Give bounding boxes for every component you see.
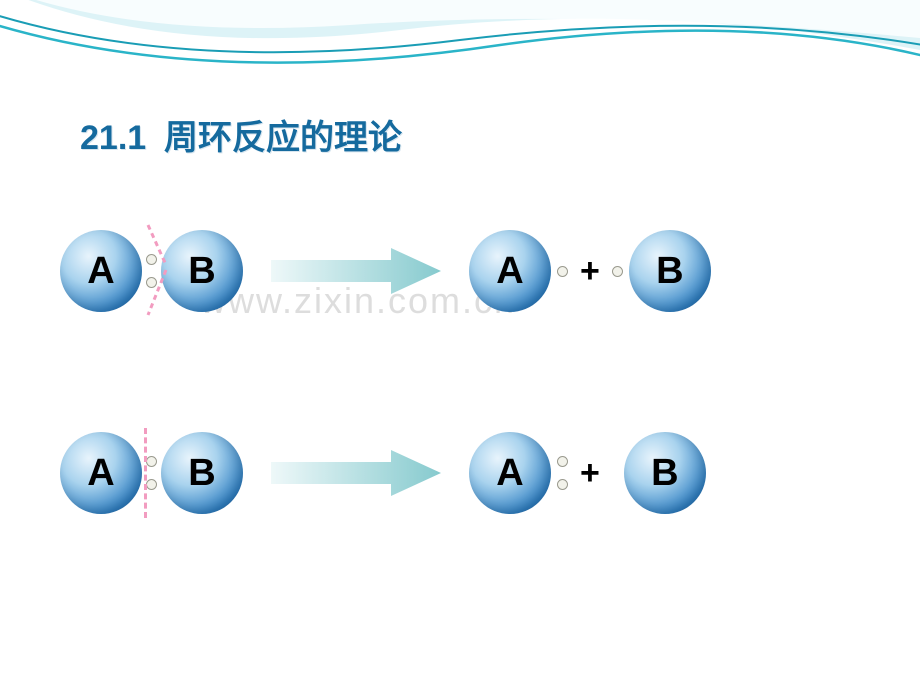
sphere-b: B — [629, 230, 711, 312]
sphere-label: A — [496, 452, 523, 495]
plus-sign: + — [580, 454, 600, 493]
electron-dot — [146, 456, 157, 467]
title-number: 21.1 — [80, 119, 146, 157]
reaction-arrow — [271, 450, 441, 496]
sphere-a: A — [469, 432, 551, 514]
sphere-b: B — [161, 230, 243, 312]
electron-dot — [557, 456, 568, 467]
diagram-area: A B A + B — [60, 230, 860, 634]
sphere-b: B — [624, 432, 706, 514]
sphere-label: B — [651, 452, 678, 495]
title-text: 周环反应的理论 — [164, 119, 402, 157]
reaction-row-heterolytic: A B A + B — [60, 432, 860, 514]
sphere-b: B — [161, 432, 243, 514]
section-title: 21.1 周环反应的理论 — [80, 110, 402, 159]
electron-pair — [146, 254, 157, 288]
electron-dot — [146, 254, 157, 265]
electron-pair — [557, 456, 568, 490]
electron-dot — [557, 266, 568, 277]
electron-dot — [146, 479, 157, 490]
electron-dot — [612, 266, 623, 277]
reaction-row-homolytic: A B A + B — [60, 230, 860, 312]
sphere-label: B — [656, 250, 683, 293]
sphere-label: B — [188, 452, 215, 495]
electron-dot — [557, 479, 568, 490]
sphere-a: A — [60, 432, 142, 514]
sphere-a: A — [469, 230, 551, 312]
electron-pair — [146, 456, 157, 490]
electron-dot — [146, 277, 157, 288]
sphere-label: A — [87, 452, 114, 495]
plus-sign: + — [580, 252, 600, 291]
sphere-label: A — [87, 250, 114, 293]
sphere-label: B — [188, 250, 215, 293]
top-waves — [0, 0, 920, 120]
reaction-arrow — [271, 248, 441, 294]
sphere-label: A — [496, 250, 523, 293]
sphere-a: A — [60, 230, 142, 312]
